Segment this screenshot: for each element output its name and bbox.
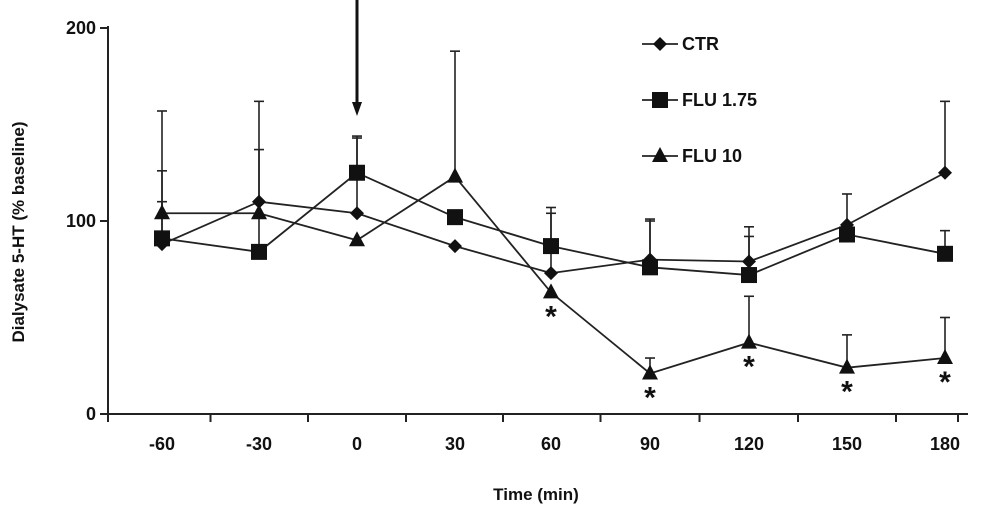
y-tick-label: 100	[66, 211, 96, 231]
series-line-0	[161, 171, 946, 275]
series-line-1	[161, 171, 946, 276]
data-point-triangle	[652, 147, 668, 162]
data-point-diamond	[938, 165, 952, 180]
x-axis-label: Time (min)	[493, 485, 579, 504]
x-tick-label: 60	[541, 434, 561, 454]
data-point-triangle	[447, 167, 463, 183]
data-point-diamond	[448, 239, 462, 254]
data-point-square	[154, 230, 170, 247]
significance-star: *	[841, 376, 853, 409]
data-point-square	[349, 164, 365, 181]
x-tick-label: -30	[246, 434, 272, 454]
y-tick-label: 200	[66, 18, 96, 38]
legend-label: FLU 1.75	[682, 90, 757, 110]
data-point-square	[251, 243, 267, 260]
data-point-diamond	[742, 254, 756, 269]
x-ticks: -60 -30 0 30 60 90 120 150 180	[107, 414, 960, 454]
x-tick-label: 90	[640, 434, 660, 454]
data-point-square	[839, 226, 855, 243]
legend-label: FLU 10	[682, 146, 742, 166]
series-markers	[154, 164, 953, 380]
legend: CTR FLU 1.75 FLU 10	[642, 34, 757, 166]
data-point-triangle	[154, 204, 170, 220]
data-point-square	[652, 92, 668, 108]
data-point-triangle	[251, 204, 267, 220]
data-point-triangle	[349, 231, 365, 247]
legend-label: CTR	[682, 34, 719, 54]
data-point-diamond	[544, 266, 558, 281]
data-point-square	[642, 259, 658, 276]
significance-star: *	[743, 351, 755, 384]
x-tick-label: 180	[930, 434, 960, 454]
significance-star: *	[545, 300, 557, 333]
data-point-square	[741, 267, 757, 284]
data-point-square	[543, 238, 559, 255]
injection-arrow	[352, 0, 362, 116]
significance-star: *	[939, 366, 951, 399]
y-axis-label: Dialysate 5-HT (% baseline)	[9, 121, 28, 342]
data-point-diamond	[252, 194, 266, 209]
axes	[107, 26, 968, 415]
data-point-diamond	[350, 206, 364, 221]
data-point-triangle	[937, 349, 953, 365]
data-point-triangle	[839, 358, 855, 374]
x-tick-label: -60	[149, 434, 175, 454]
x-tick-label: 150	[832, 434, 862, 454]
data-point-square	[937, 245, 953, 262]
data-point-triangle	[543, 283, 559, 299]
y-ticks: 0 100 200	[66, 18, 108, 424]
x-tick-label: 0	[352, 434, 362, 454]
significance-star: *	[644, 381, 656, 414]
data-point-triangle	[741, 333, 757, 349]
significance-markers: * * * * *	[545, 300, 951, 414]
y-tick-label: 0	[86, 404, 96, 424]
x-tick-label: 120	[734, 434, 764, 454]
x-tick-label: 30	[445, 434, 465, 454]
arrow-head	[352, 102, 362, 116]
data-point-triangle	[642, 364, 658, 380]
data-point-square	[447, 209, 463, 226]
data-point-diamond	[653, 37, 667, 51]
